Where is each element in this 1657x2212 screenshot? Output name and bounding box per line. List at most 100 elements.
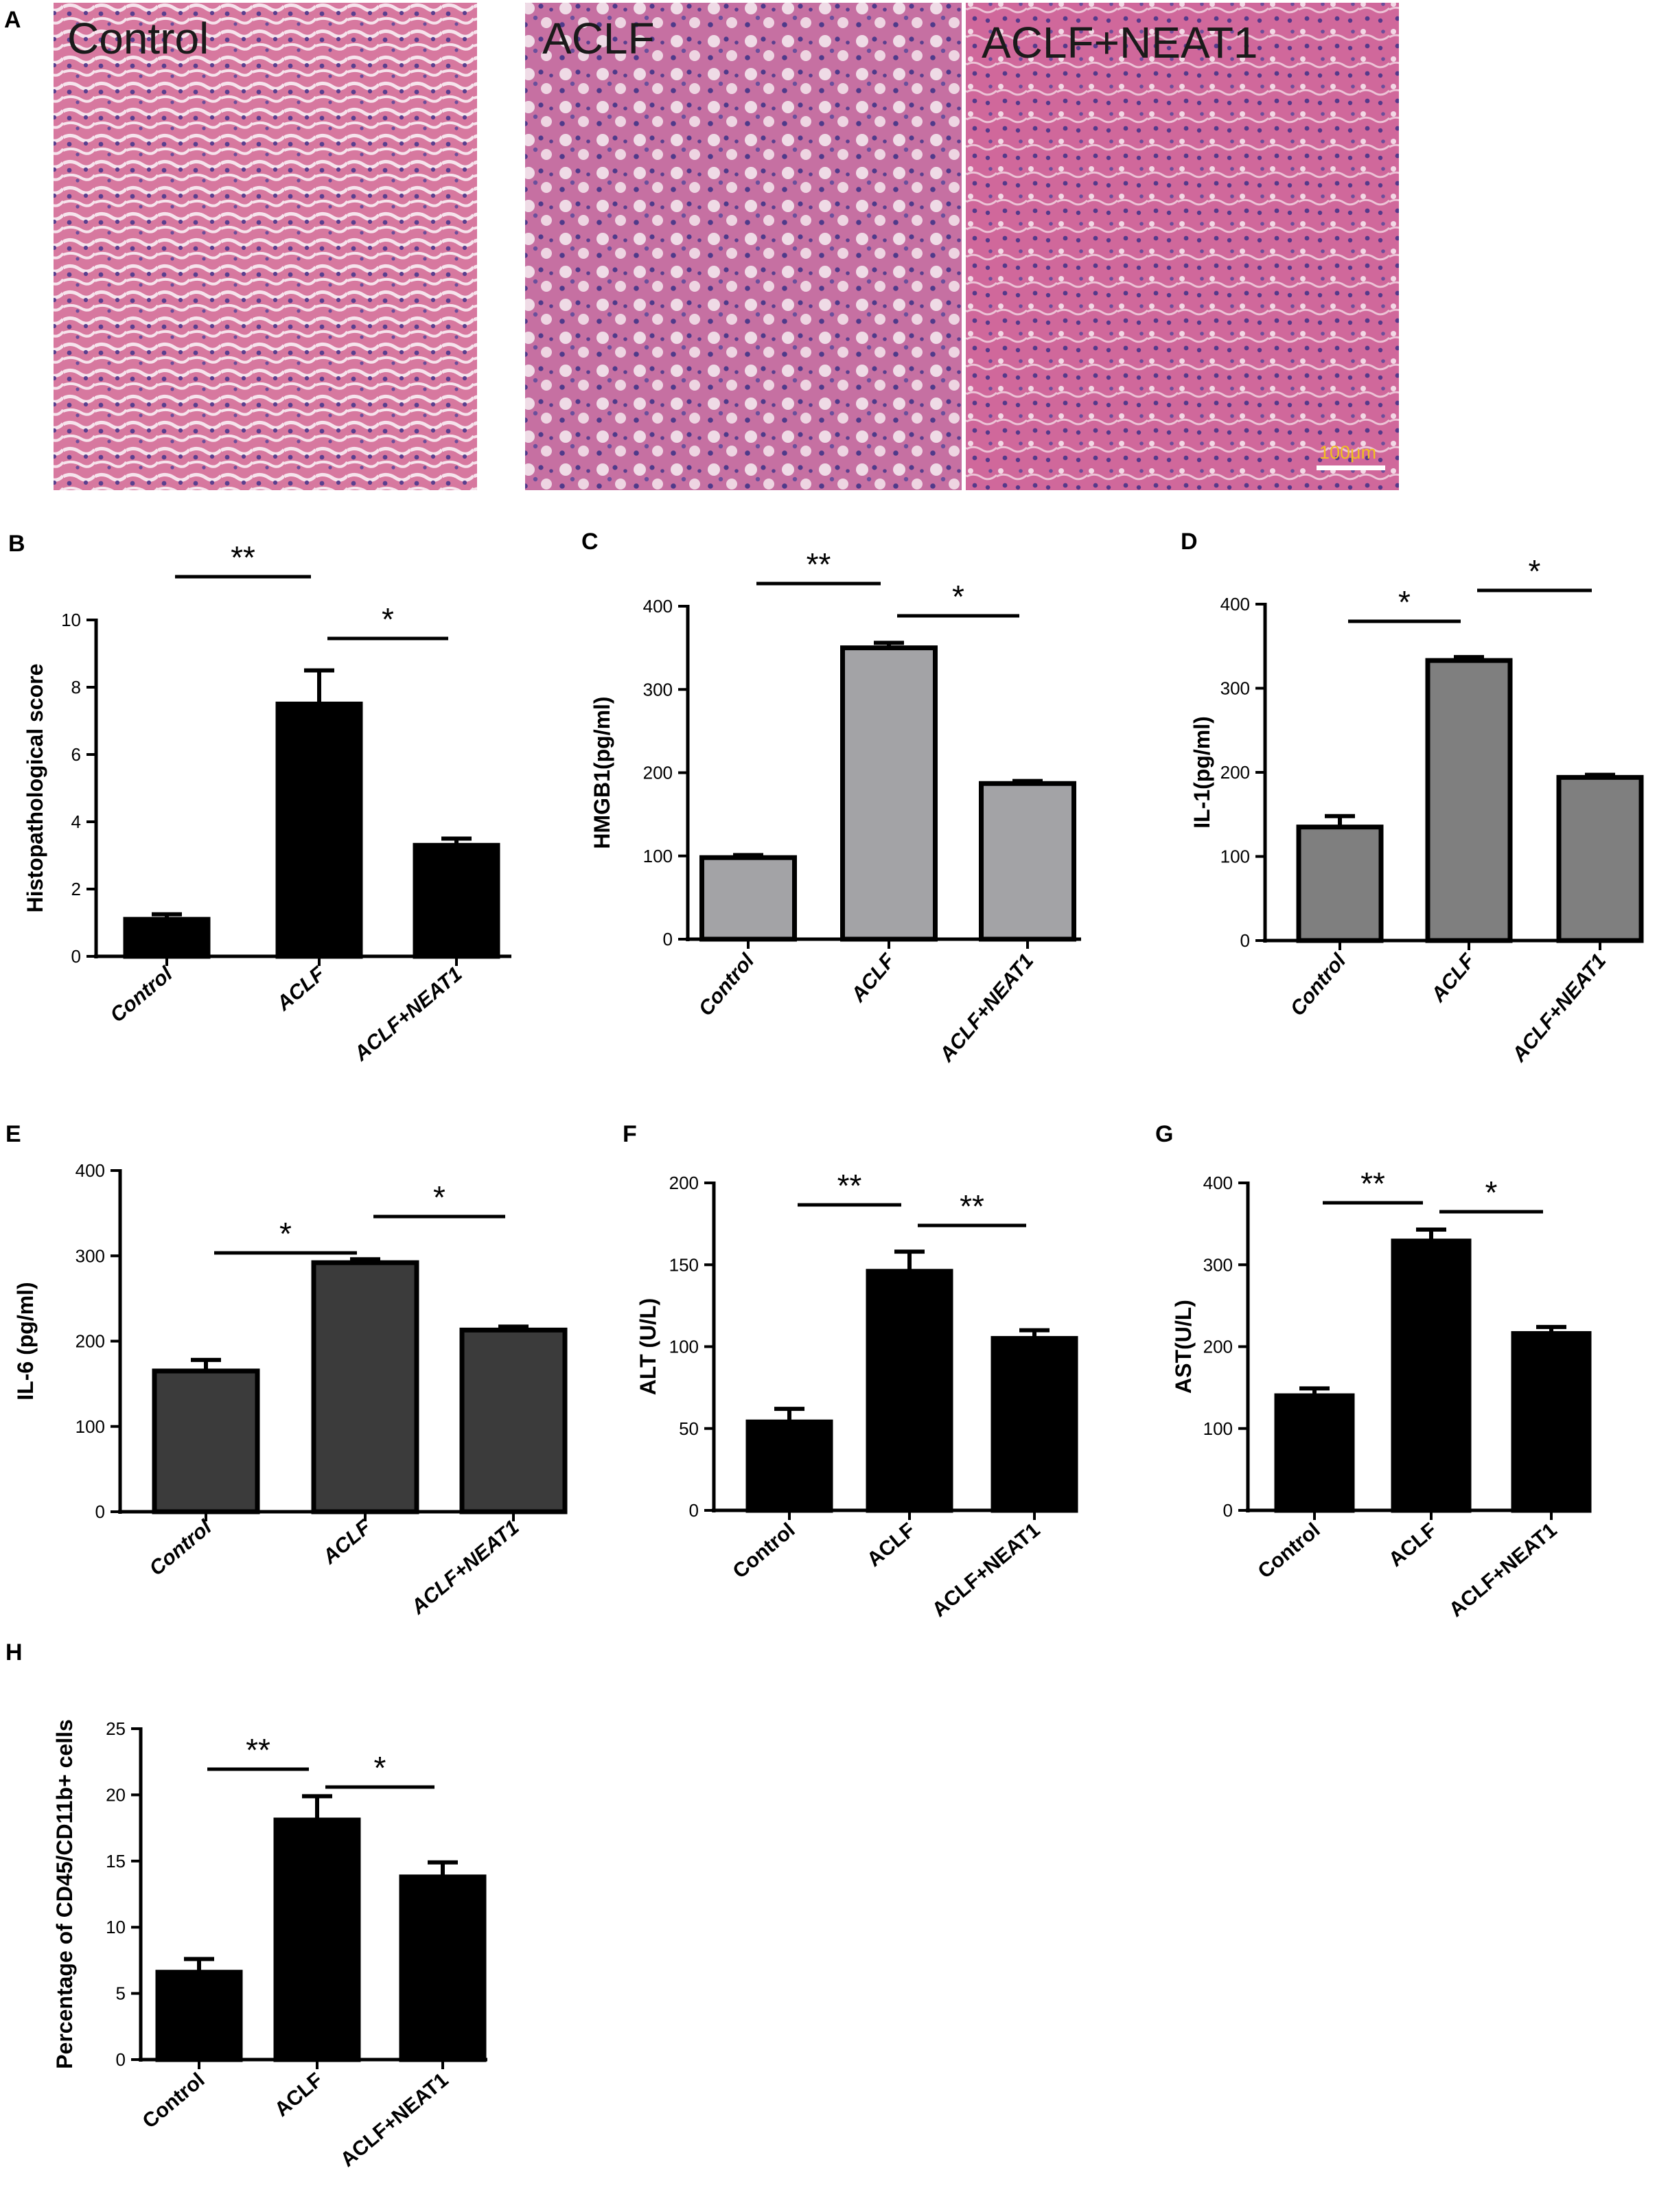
y-tick-label-d: 300 — [1220, 678, 1250, 699]
significance-label-d-0: * — [1398, 584, 1411, 620]
significance-label-d-1: * — [1529, 553, 1541, 589]
bar-f-control — [745, 1419, 833, 1513]
significance-label-b-0: ** — [231, 540, 255, 575]
y-tick-label-f: 100 — [669, 1337, 699, 1357]
bar-g-aclf-neat1 — [1511, 1330, 1592, 1513]
bar-c-aclf-neat1 — [979, 781, 1076, 942]
category-label-e: ACLF+NEAT1 — [406, 1516, 523, 1619]
micrograph-aclf-neat1: ACLF+NEAT1 100μm — [966, 3, 1399, 490]
scale-bar — [1317, 465, 1385, 470]
y-tick-label-g: 400 — [1203, 1173, 1233, 1193]
y-tick-label-b: 2 — [71, 879, 81, 899]
category-label-b: ACLF+NEAT1 — [349, 963, 466, 1065]
y-tick-label-d: 100 — [1220, 846, 1250, 867]
panel-b-chart: B 0 2 4 6 8 10 Control ACLF ACLF+NEAT1 Histopathol… — [8, 531, 511, 1065]
y-tick-label-b: 4 — [71, 811, 81, 832]
y-tick-label-d: 0 — [1240, 930, 1250, 951]
y-tick-label-g: 0 — [1223, 1500, 1233, 1521]
bar-g-control — [1274, 1393, 1355, 1513]
category-label-g: ACLF+NEAT1 — [1445, 1519, 1562, 1622]
panel-letter-e: E — [5, 1121, 21, 1147]
y-tick-label-h: 5 — [116, 1983, 126, 2004]
y-tick-label-h: 10 — [106, 1917, 126, 1937]
bar-h-aclf-neat1 — [399, 1874, 487, 2062]
micrograph-label-control: Control — [67, 14, 209, 63]
category-label-b: Control — [106, 963, 177, 1027]
category-label-e: Control — [146, 1516, 216, 1580]
y-axis-title-e: IL-6 (pg/ml) — [13, 1282, 38, 1400]
y-tick-label-b: 10 — [61, 610, 81, 630]
bar-c-aclf — [840, 645, 938, 942]
significance-label-f-1: ** — [960, 1188, 984, 1224]
significance-label-e-1: * — [433, 1179, 445, 1215]
y-tick-label-c: 200 — [643, 763, 673, 783]
category-label-b: ACLF — [272, 963, 329, 1016]
y-tick-label-g: 300 — [1203, 1254, 1233, 1275]
bar-d-aclf — [1425, 658, 1513, 943]
y-tick-label-f: 0 — [689, 1500, 699, 1521]
panel-letter-h: H — [5, 1639, 23, 1666]
bar-f-aclf — [866, 1269, 953, 1513]
micrograph-control: Control — [54, 3, 477, 490]
y-tick-label-d: 400 — [1220, 594, 1250, 614]
significance-label-h-0: ** — [246, 1732, 270, 1768]
bar-h-control — [155, 1970, 243, 2062]
y-tick-label-e: 100 — [76, 1416, 105, 1437]
significance-label-b-1: * — [382, 601, 394, 637]
y-tick-label-h: 20 — [106, 1784, 126, 1805]
scale-bar-label: 100μm — [1319, 442, 1376, 463]
panel-letter-g: G — [1155, 1121, 1173, 1147]
y-axis-title-f: ALT (U/L) — [636, 1298, 660, 1396]
category-label-d: Control — [1286, 949, 1351, 1020]
y-tick-label-h: 25 — [106, 1718, 126, 1739]
category-label-c: Control — [695, 949, 759, 1020]
bar-h-aclf — [273, 1817, 361, 2062]
category-label-f: ACLF — [863, 1519, 919, 1571]
y-axis-title-h: Percentage of CD45/CD11b+ cells — [52, 1719, 77, 2069]
panel-f-chart: F 0 50 100 150 200 Control ACLF ACLF+NEAT1 ALT (U… — [623, 1121, 1078, 1622]
bar-f-aclf-neat1 — [990, 1336, 1078, 1513]
significance-label-e-0: * — [279, 1216, 292, 1252]
category-label-g: Control — [1254, 1519, 1325, 1583]
micrograph-aclf: ACLF — [525, 3, 962, 490]
panel-d-chart: D 0 100 200 300 400 Control ACLF ACLF+NEAT1 IL-1(… — [1181, 529, 1644, 1067]
category-label-h: Control — [139, 2069, 209, 2133]
panel-letter-f: F — [623, 1121, 637, 1147]
bar-d-control — [1296, 825, 1384, 943]
panel-letter-a: A — [4, 7, 21, 33]
y-axis-title-d: IL-1(pg/ml) — [1190, 716, 1214, 829]
panel-e-chart: E 0 100 200 300 400 Control ACLF ACLF+NEAT1 IL-6 … — [5, 1121, 568, 1619]
significance-label-f-0: ** — [837, 1168, 862, 1203]
category-label-h: ACLF — [270, 2069, 327, 2121]
y-tick-label-e: 200 — [76, 1331, 105, 1352]
bar-c-control — [699, 855, 797, 942]
category-label-d: ACLF+NEAT1 — [1507, 949, 1610, 1066]
category-label-h: ACLF+NEAT1 — [336, 2069, 453, 2171]
y-tick-label-e: 300 — [76, 1245, 105, 1266]
category-label-g: ACLF — [1384, 1519, 1441, 1571]
category-label-f: ACLF+NEAT1 — [928, 1519, 1045, 1622]
y-tick-label-c: 300 — [643, 679, 673, 700]
bar-d-aclf-neat1 — [1556, 774, 1644, 943]
y-tick-label-f: 50 — [679, 1418, 699, 1439]
bar-g-aclf — [1391, 1239, 1472, 1513]
y-tick-label-c: 400 — [643, 596, 673, 617]
panel-letter-c: C — [581, 529, 599, 555]
y-tick-label-h: 15 — [106, 1851, 126, 1871]
category-label-f: Control — [729, 1519, 800, 1583]
bar-e-control — [152, 1368, 260, 1514]
category-label-c: ACLF+NEAT1 — [935, 949, 1038, 1066]
y-tick-label-b: 6 — [71, 744, 81, 765]
y-tick-label-e: 0 — [95, 1501, 105, 1522]
y-tick-label-h: 0 — [116, 2049, 126, 2070]
panel-h-chart: H 0 5 10 15 20 25 Control ACLF ACLF+NEAT1 Percenta… — [5, 1639, 487, 2171]
micrograph-label-aclf: ACLF — [542, 14, 655, 63]
y-tick-label-g: 200 — [1203, 1337, 1233, 1357]
micrograph-label-aclf-neat1: ACLF+NEAT1 — [982, 18, 1258, 67]
micrograph-control-image — [54, 3, 477, 490]
y-axis-title-c: HMGB1(pg/ml) — [590, 696, 614, 849]
panel-letter-b: B — [8, 531, 25, 557]
bar-b-control — [123, 917, 211, 959]
significance-label-c-1: * — [952, 579, 964, 614]
